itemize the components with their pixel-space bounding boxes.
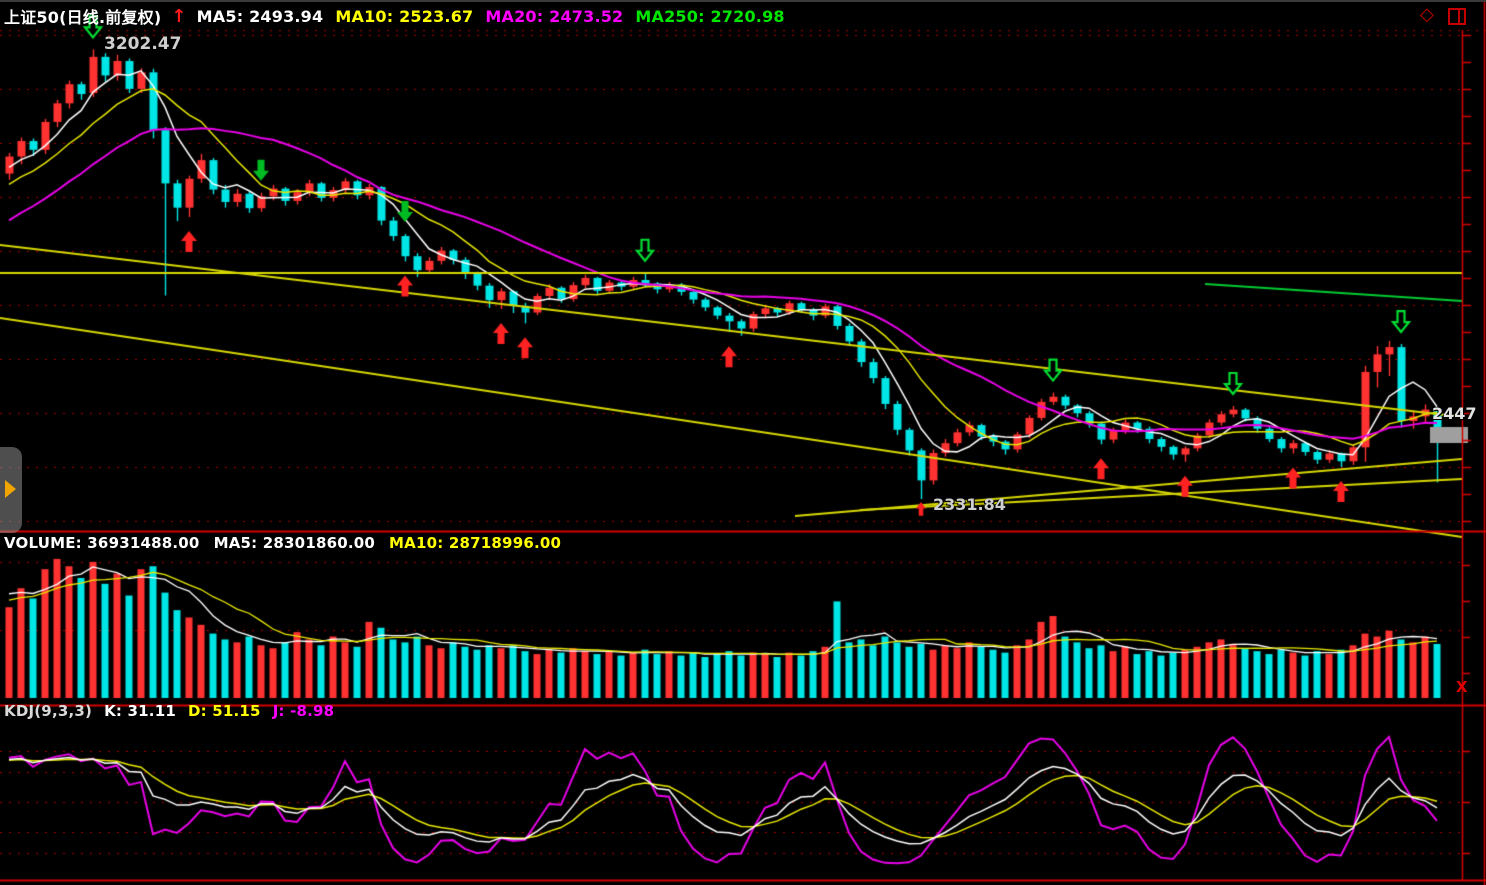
trend-up-arrow-icon: ↑: [171, 5, 187, 27]
split-window-icon[interactable]: [1448, 8, 1466, 25]
main-chart-header: 上证50(日线.前复权) ↑ MA5: 2493.94 MA10: 2523.6…: [4, 4, 785, 28]
kdj-d-value: D: 51.15: [187, 702, 261, 720]
ma5-value: MA5: 2493.94: [196, 6, 324, 26]
ma250-value: MA250: 2720.98: [635, 6, 785, 26]
kdj-pane-header: KDJ(9,3,3) K: 31.11 D: 51.15 J: -8.98: [4, 702, 334, 720]
split-window-icon-bar: [1458, 10, 1460, 23]
volume-pane-header: VOLUME: 36931488.00 MA5: 28301860.00 MA1…: [4, 534, 561, 552]
kdj-k-value: K: 31.11: [104, 702, 176, 720]
volume-value: VOLUME: 36931488.00: [4, 534, 200, 552]
instrument-title: 上证50(日线.前复权): [4, 8, 162, 27]
volume-ma5-value: MA5: 28301860.00: [213, 534, 376, 552]
sidebar-expander-handle[interactable]: [0, 447, 22, 533]
close-indicator-icon[interactable]: X: [1456, 678, 1468, 696]
ma10-value: MA10: 2523.67: [335, 6, 474, 26]
volume-ma10-value: MA10: 28718996.00: [389, 534, 562, 552]
diamond-tool-icon[interactable]: ◇: [1420, 4, 1434, 25]
window-top-edge: [0, 0, 1486, 2]
last-price-label: 2447: [1432, 404, 1477, 423]
kdj-j-value: J: -8.98: [272, 702, 335, 720]
peak-price-label: 3202.47: [104, 34, 182, 54]
trough-price-label: 2331.84: [933, 495, 1006, 514]
expand-right-arrow-icon: [5, 480, 16, 498]
kdj-name: KDJ(9,3,3): [4, 702, 93, 720]
ma20-value: MA20: 2473.52: [485, 6, 624, 26]
